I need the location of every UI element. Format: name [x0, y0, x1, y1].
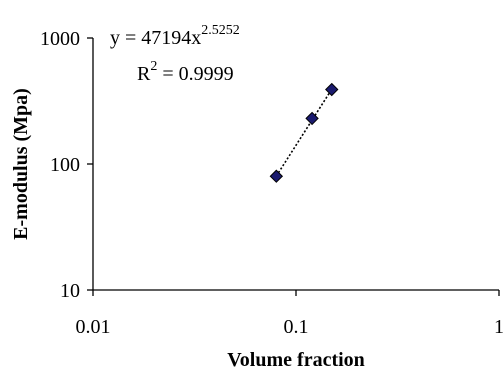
- r-squared-annotation: R2 = 0.9999: [137, 59, 234, 85]
- r-squared-power: 2: [150, 59, 157, 74]
- y-axis-title: E-modulus (Mpa): [10, 88, 32, 240]
- r-squared-value: = 0.9999: [157, 63, 233, 85]
- data-point-marker: [269, 169, 284, 183]
- data-point-marker: [325, 82, 339, 97]
- y-tick-label: 10: [60, 280, 80, 302]
- r-squared-base: R: [137, 63, 151, 85]
- trendline-path: [275, 88, 333, 177]
- data-point-marker: [305, 111, 319, 126]
- equation-base: y = 47194x: [110, 27, 201, 49]
- x-tick-label: 1: [494, 316, 503, 338]
- equation-exponent: 2.5252: [201, 23, 240, 38]
- x-axis-title: Volume fraction: [227, 349, 365, 371]
- trendline-equation: y = 47194x2.5252: [110, 23, 240, 49]
- x-tick-label: 0.1: [284, 316, 309, 338]
- y-tick-label: 100: [50, 154, 80, 176]
- y-tick-label: 1000: [40, 28, 80, 50]
- data-points: [269, 82, 339, 183]
- x-tick-label: 0.01: [76, 316, 111, 338]
- x-axis-ticks: 0.01 0.1 1: [76, 290, 503, 338]
- y-axis-ticks: 1000 100 10: [40, 28, 93, 302]
- trendline: [275, 88, 333, 177]
